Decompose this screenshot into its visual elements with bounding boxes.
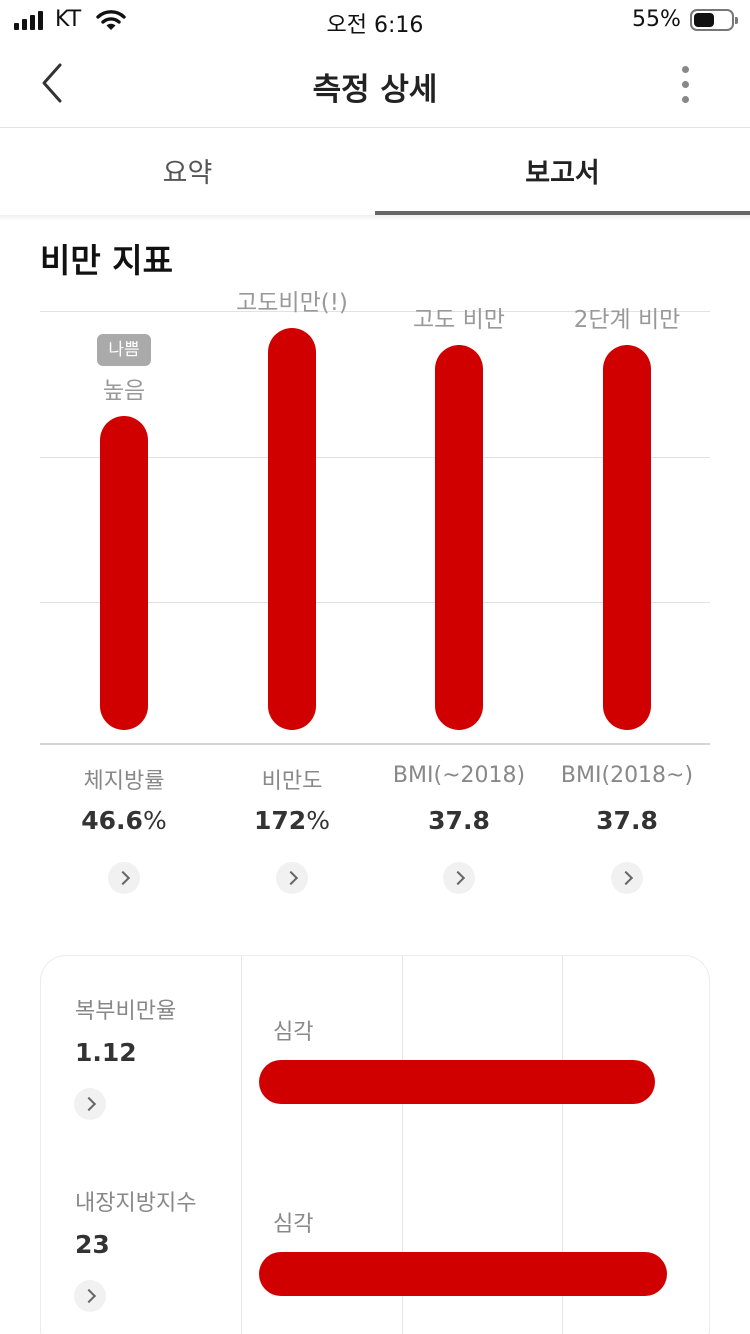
abdominal-value: 1.12 [75, 1038, 137, 1067]
metric-number: 172 [254, 806, 307, 835]
metric-name: BMI(~2018) [392, 763, 526, 788]
wifi-icon [96, 10, 126, 30]
bar-level-label: 고도비만(!) [236, 290, 348, 316]
status-time: 오전 6:16 [326, 13, 424, 38]
metric-detail-button[interactable] [276, 862, 308, 894]
metric-name: 비만도 [261, 769, 323, 794]
chart-bar [100, 416, 148, 730]
signal-icon [14, 11, 43, 30]
page-title: 측정 상세 [312, 72, 438, 108]
tabs-shadow [0, 215, 750, 221]
abdominal-detail-button[interactable] [74, 1088, 106, 1120]
obesity-bar-chart: 높음 나쁨 고도비만(!) 고도 비만 2단계 비만 [40, 290, 710, 745]
visceral-value: 23 [75, 1230, 110, 1259]
metric-detail-button[interactable] [443, 862, 475, 894]
battery-fill [694, 13, 714, 27]
bar-level-label: 2단계 비만 [573, 307, 681, 333]
grid-line [40, 602, 710, 603]
abdominal-bar [259, 1060, 655, 1104]
nav-bar: 측정 상세 [0, 40, 750, 128]
visceral-detail-button[interactable] [74, 1280, 106, 1312]
more-vertical-icon[interactable] [668, 60, 704, 108]
visceral-level: 심각 [273, 1212, 314, 1237]
chart-bar [435, 345, 483, 730]
status-bar: KT 오전 6:16 55% [0, 0, 750, 40]
abdominal-visceral-card: 복부비만율 1.12 심각 내장지방지수 23 심각 [40, 955, 710, 1334]
section-title: 비만 지표 [40, 241, 173, 280]
metric-name: BMI(2018~) [560, 763, 694, 788]
grid-line [40, 311, 710, 312]
card-divider [241, 956, 242, 1334]
tab-bar: 요약 보고서 [0, 129, 750, 215]
chevron-left-icon[interactable] [28, 58, 78, 108]
metric-unit: % [306, 806, 330, 835]
metric-detail-button[interactable] [611, 862, 643, 894]
metric-value: 172% [207, 806, 377, 835]
bar-level-label: 고도 비만 [413, 307, 505, 333]
battery-icon [690, 9, 738, 31]
metric-number: 37.8 [428, 806, 490, 835]
metric-unit: % [142, 806, 167, 835]
bad-status-badge: 나쁨 [97, 334, 151, 366]
grid-line [40, 457, 710, 458]
tab-report[interactable]: 보고서 [525, 158, 600, 189]
card-divider [402, 956, 403, 1334]
metric-value: 37.8 [542, 806, 712, 835]
metric-number: 46.6 [81, 806, 143, 835]
metric-value: 37.8 [374, 806, 544, 835]
bar-level-label: 높음 [102, 378, 146, 404]
chart-bar [268, 328, 316, 730]
carrier-name: KT [55, 7, 82, 32]
visceral-name: 내장지방지수 [75, 1191, 197, 1216]
metric-detail-button[interactable] [108, 862, 140, 894]
chart-baseline [40, 743, 710, 745]
metric-name: 체지방률 [83, 769, 165, 794]
chart-bar [603, 345, 651, 730]
abdominal-level: 심각 [273, 1020, 314, 1045]
tab-indicator [375, 211, 750, 215]
tab-summary[interactable]: 요약 [162, 158, 213, 189]
visceral-bar [259, 1252, 667, 1296]
battery-percent: 55% [632, 7, 681, 32]
metric-number: 37.8 [596, 806, 658, 835]
card-divider [562, 956, 563, 1334]
metric-value: 46.6% [39, 806, 209, 835]
abdominal-name: 복부비만율 [75, 999, 177, 1024]
